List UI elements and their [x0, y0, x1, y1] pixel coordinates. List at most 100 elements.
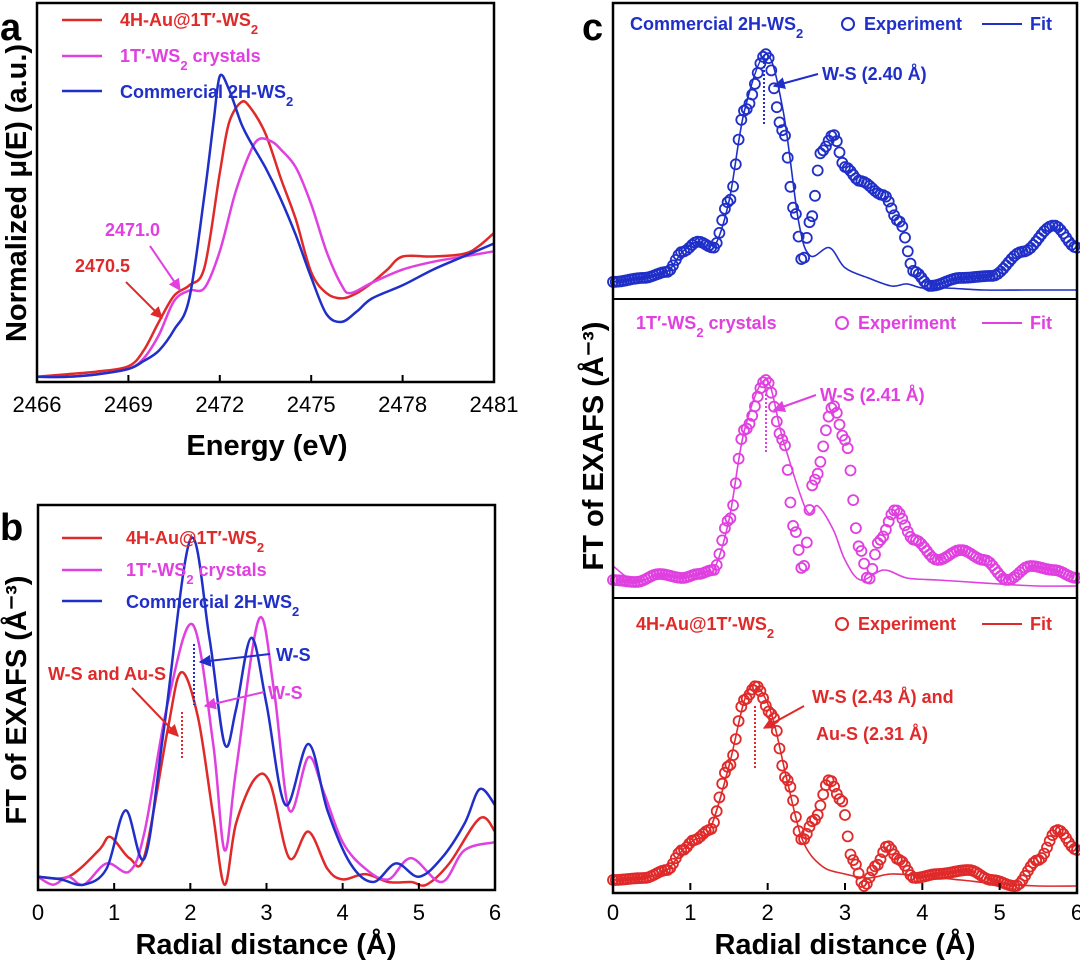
legend-c-mid-fit: Fit [1030, 313, 1052, 333]
panel-c-mid-experiment-point [899, 519, 911, 532]
panel-c-top-experiment-point [800, 231, 813, 244]
panel-b-x-tick-label: 2 [184, 900, 196, 925]
panel-c-mid-experiment-point [779, 439, 791, 452]
panel-c-mid-experiment-point [773, 427, 786, 440]
panel-c-mid-experiment-point [787, 520, 799, 532]
panel-c-bot-experiment-point [705, 823, 718, 835]
panel-c-top-experiment-point [784, 180, 797, 193]
legend-a-magenta-sub: 2 [180, 58, 187, 73]
panel-c-top-experiment-point [820, 140, 832, 153]
panel-c-top-experiment-point [754, 57, 767, 70]
panel-c-mid-experiment-point [781, 464, 794, 476]
panel-c-bot-experiment-point [710, 805, 723, 818]
panel-b-x-tick-label: 4 [337, 900, 349, 925]
panel-c-top-experiment-point [781, 151, 794, 164]
panel-c-bot-experiment-point [729, 733, 742, 745]
panel-c-top-experiment-point [738, 104, 750, 117]
panel-c-top-experiment-point [809, 189, 821, 202]
panel-c-bot-experiment-point [800, 828, 813, 840]
panel-c-mid-experiment-point [891, 504, 903, 517]
panel-c-mid-experiment-point [858, 557, 870, 570]
panel-c-top-experiment-point [811, 164, 824, 177]
panel-c-top-experiment-point [716, 214, 729, 227]
panel-c-xlabel: Radial distance (Å) [714, 928, 975, 961]
panel-c-mid-experiment-point [811, 467, 824, 480]
panel-c-bot-experiment-point [825, 775, 838, 788]
panel-b-x-tick-label: 0 [32, 900, 44, 925]
panel-c-bot-experiment-point [708, 816, 720, 829]
panel-c-mid-experiment-point [710, 559, 723, 571]
panel-c-mid-experiment-point [757, 376, 769, 389]
panel-c-bot-experiment-point [1043, 835, 1056, 847]
legend-b-magenta-suffix: crystals [194, 560, 267, 580]
panel-c-bot-experiment-point [757, 692, 769, 704]
panel-c-mid-experiment-point [795, 562, 808, 574]
legend-a-magenta-text: 1T′-WS [120, 46, 180, 66]
panel-b-x-tick-label: 5 [413, 900, 425, 925]
arrow-b-red [131, 687, 179, 737]
legend-b-magenta-text: 1T′-WS [126, 560, 186, 580]
panel-b-series-blue [37, 536, 496, 887]
panel-c-top-experiment-point [806, 210, 819, 223]
legend-c-top-title: Commercial 2H-WS2 [630, 14, 803, 41]
panel-c-bot-experiment-point [776, 759, 789, 772]
panel-a-x-tick-label: 2475 [287, 392, 336, 417]
panel-c-bot-experiment-point [871, 858, 884, 871]
legend-c-bot-title: 4H-Au@1T′-WS2 [636, 614, 774, 641]
panel-c-bot-experiment-point [719, 766, 731, 779]
panel-c-top-experiment-point [727, 180, 739, 193]
panel-c-top-experiment-point [740, 103, 753, 115]
panel-c-mid-experiment-point [869, 548, 881, 561]
panel-c-mid-experiment-point [803, 504, 816, 516]
panel-c-mid-experiment-point [877, 530, 890, 543]
panel-a-xlabel: Energy (eV) [186, 430, 347, 462]
panel-c-bot-experiment-point [716, 777, 729, 790]
panel-c-ticks: 0 1 2 3 4 5 6 [607, 883, 1080, 925]
panel-c-series [607, 48, 1080, 892]
panel-c-mid-experiment-point [855, 545, 868, 557]
panel-c-bot-experiment-point [814, 799, 827, 812]
legend-c-top-fit: Fit [1030, 14, 1052, 34]
panel-c-bot-experiment-point [735, 700, 748, 713]
panel-c-bot-experiment-point [841, 830, 854, 843]
panel-c-ylabel: FT of EXAFS (Å⁻³) [577, 322, 610, 571]
panel-c-top-experiment-point [757, 50, 769, 63]
panel-c-top-experiment-point [912, 268, 925, 281]
panel-c-top-experiment-point [779, 129, 791, 142]
panel-c-bot-experiment-point [773, 742, 786, 755]
panel-b-series-magenta [37, 615, 496, 887]
panel-c-x-tick-label: 4 [916, 900, 928, 925]
annotation-b-magenta: W-S [268, 683, 303, 703]
panel-c-mid-experiment-point [716, 534, 729, 547]
legend-a-blue-text: Commercial 2H-WS [120, 82, 286, 102]
panel-c-mid-experiment-point [719, 522, 731, 535]
legend-b-blue-text: Commercial 2H-WS [126, 592, 292, 612]
panel-c-bot-experiment-point [860, 877, 873, 890]
panel-c-mid-experiment-point [880, 523, 892, 536]
panel-c-x-tick-label: 5 [994, 900, 1006, 925]
panel-a-ticks: 2466 2469 2472 2475 2478 2481 [13, 375, 518, 417]
panel-c-mid-experiment-point [926, 551, 939, 564]
arrow-a-red [125, 281, 163, 319]
panel-c-top-experiment-point [803, 216, 816, 229]
panel-c-mid-experiment-point [896, 512, 909, 525]
legend-c-bot-fit: Fit [1030, 614, 1052, 634]
panel-b-label: b [0, 507, 23, 549]
panel-c-bot-experiment-point [792, 825, 805, 838]
panel-c-mid-experiment-point [770, 415, 783, 428]
panel-c: c 0 1 2 3 4 5 6 Radial distance (Å) FT of EXAF… [577, 1, 1080, 961]
panel-c-top-experiment-point [721, 196, 734, 209]
legend-a-magenta-suffix: crystals [188, 46, 261, 66]
panel-c-bot-experiment-point [858, 880, 870, 892]
panel-c-x-tick-label: 0 [607, 900, 619, 925]
panel-c-mid-experiment-point [806, 479, 819, 492]
panel-c-top-experiment-point [773, 116, 786, 129]
panel-a-series-magenta [36, 137, 495, 379]
panel-c-mid-experiment-point [850, 522, 862, 534]
panel-c-x-tick-label: 2 [762, 900, 774, 925]
annotation-c-top: W-S (2.40 Å) [822, 64, 927, 84]
panel-c-mid-experiment-point [776, 433, 789, 446]
panel-c-bot-experiment-point [787, 794, 799, 807]
panel-c-mid-experiment-point [724, 512, 737, 525]
panel-c-mid-experiment-point [798, 560, 810, 572]
